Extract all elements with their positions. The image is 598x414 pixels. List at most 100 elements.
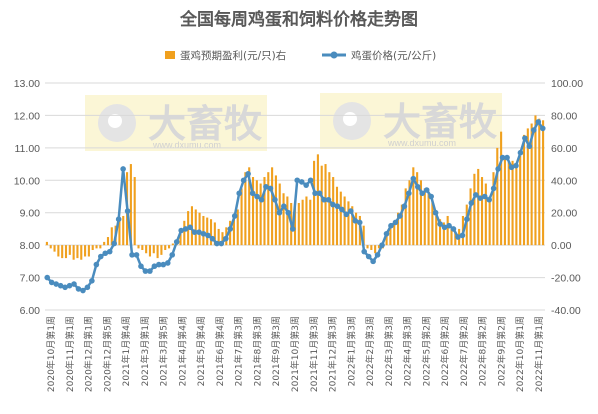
left-tick-label: 11.00 bbox=[15, 143, 41, 155]
legend-line-label: 鸡蛋价格(元/公斤) bbox=[351, 49, 436, 62]
profit-bar bbox=[286, 196, 289, 246]
right-tick-label: 20.00 bbox=[551, 208, 577, 220]
profit-bar bbox=[542, 120, 545, 246]
profit-bar bbox=[484, 183, 487, 246]
left-tick-label: 13.00 bbox=[14, 78, 40, 90]
profit-bar bbox=[492, 172, 495, 246]
egg-price-point bbox=[473, 192, 479, 198]
egg-price-point bbox=[57, 282, 64, 289]
profit-bar bbox=[393, 220, 396, 246]
profit-bar bbox=[370, 245, 373, 250]
egg-price-point bbox=[218, 240, 225, 247]
egg-price-point bbox=[178, 227, 184, 234]
x-tick-label: 2021年6月第4周 bbox=[214, 316, 226, 386]
egg-price-point bbox=[160, 261, 167, 268]
watermark-right-sub: www.dxumu.com bbox=[387, 138, 456, 148]
egg-price-point bbox=[419, 190, 426, 197]
legend-line-marker bbox=[330, 51, 338, 59]
egg-price-point bbox=[499, 154, 506, 161]
profit-bar bbox=[404, 188, 407, 246]
watermark-right: 大畜牧 www.dxumu.com bbox=[320, 93, 502, 149]
profit-bar bbox=[61, 245, 64, 259]
profit-bar bbox=[301, 199, 304, 246]
egg-price-point bbox=[249, 190, 256, 197]
egg-price-point bbox=[62, 284, 68, 291]
egg-price-point bbox=[490, 185, 497, 192]
right-tick-label: 0.00 bbox=[551, 240, 572, 252]
egg-price-point bbox=[289, 226, 296, 232]
egg-price-point bbox=[191, 229, 198, 235]
egg-price-point bbox=[539, 125, 546, 132]
x-tick-label: 2021年8月第3周 bbox=[252, 316, 264, 386]
profit-bar bbox=[84, 245, 87, 257]
egg-price-point bbox=[71, 281, 77, 287]
profit-bar bbox=[335, 186, 339, 246]
profit-bar bbox=[526, 128, 529, 246]
profit-bar bbox=[507, 160, 510, 246]
x-tick-label: 2021年11月第3周 bbox=[308, 316, 320, 392]
profit-bar bbox=[316, 154, 319, 246]
profit-bar bbox=[194, 209, 197, 246]
profit-bar bbox=[496, 147, 499, 246]
profit-bar bbox=[68, 245, 71, 255]
left-tick-label: 6.00 bbox=[20, 305, 41, 317]
profit-bar bbox=[454, 232, 457, 246]
profit-bar bbox=[45, 241, 48, 246]
profit-bar bbox=[343, 196, 346, 246]
profit-bar bbox=[442, 222, 445, 246]
profit-bar bbox=[274, 175, 277, 246]
egg-price-point bbox=[459, 232, 466, 239]
profit-bar bbox=[511, 160, 514, 246]
profit-bar bbox=[282, 193, 285, 246]
profit-bar bbox=[152, 245, 155, 254]
egg-price-point bbox=[486, 196, 493, 203]
egg-price-point bbox=[437, 221, 443, 227]
profit-bar bbox=[297, 202, 300, 246]
profit-bar bbox=[362, 225, 365, 246]
profit-bar bbox=[95, 245, 98, 249]
profit-bar bbox=[49, 245, 52, 249]
profit-bar bbox=[385, 232, 388, 246]
egg-price-point bbox=[173, 239, 180, 245]
x-tick-label: 2021年9月第3周 bbox=[270, 316, 282, 386]
egg-price-point bbox=[370, 258, 376, 265]
profit-bar bbox=[324, 164, 327, 246]
egg-price-point bbox=[111, 240, 117, 247]
egg-price-point bbox=[223, 235, 229, 242]
profit-bar bbox=[259, 183, 262, 246]
profit-bar bbox=[431, 199, 434, 246]
profit-bar bbox=[534, 115, 537, 246]
profit-bar bbox=[148, 245, 152, 257]
profit-bar bbox=[473, 173, 476, 246]
egg-price-point bbox=[432, 209, 439, 216]
left-tick-label: 7.00 bbox=[20, 273, 41, 285]
profit-bar bbox=[450, 228, 453, 246]
egg-price-point bbox=[303, 182, 309, 188]
profit-bar bbox=[309, 199, 312, 246]
egg-price-point bbox=[66, 282, 73, 289]
right-tick-label: 100.00 bbox=[551, 78, 583, 90]
egg-price-point bbox=[236, 190, 242, 197]
profit-bar bbox=[293, 206, 297, 246]
egg-price-point bbox=[321, 196, 327, 203]
egg-price-point bbox=[120, 166, 126, 172]
egg-price-point bbox=[231, 213, 238, 219]
profit-bar bbox=[400, 204, 403, 246]
right-tick-label: 80.00 bbox=[551, 110, 577, 122]
egg-price-point bbox=[245, 171, 251, 177]
right-tick-label: -20.00 bbox=[551, 273, 581, 285]
profit-bar bbox=[332, 177, 335, 246]
egg-price-point bbox=[138, 263, 144, 270]
profit-bar bbox=[423, 188, 426, 246]
profit-bar bbox=[347, 201, 350, 246]
profit-bar bbox=[160, 245, 163, 255]
egg-price-point bbox=[348, 208, 354, 214]
left-tick-label: 12.00 bbox=[14, 110, 40, 122]
profit-bar bbox=[244, 172, 247, 246]
egg-price-point bbox=[513, 162, 519, 169]
legend-bar-label: 蛋鸡预期盈利(元/只)右 bbox=[180, 49, 286, 62]
egg-price-point bbox=[151, 263, 158, 270]
profit-bar bbox=[419, 180, 422, 246]
profit-bar bbox=[515, 167, 518, 246]
